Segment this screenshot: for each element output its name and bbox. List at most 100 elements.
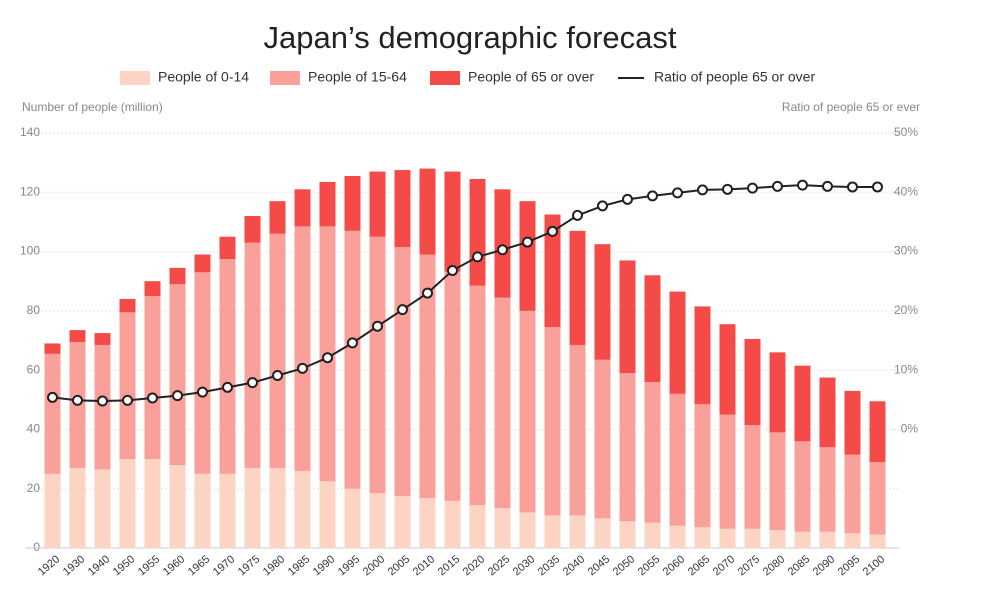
y2-tick-label: 0% [901, 422, 919, 436]
ratio-point [522, 236, 533, 248]
ratio-point [97, 395, 108, 407]
bar-segment [544, 214, 561, 328]
bar-segment [444, 271, 461, 501]
bar-segment [619, 373, 636, 522]
y-axis-label: Number of people (million) [22, 100, 163, 114]
ratio-point [622, 193, 633, 205]
bar-segment [94, 469, 111, 548]
ratio-point [372, 320, 383, 332]
bar-segment [719, 324, 736, 415]
bar-segment [219, 473, 236, 548]
bar-segment [869, 401, 886, 463]
bar-segment [269, 201, 286, 234]
bar-segment [694, 404, 711, 528]
bar-segment [394, 247, 411, 497]
ratio-point [147, 392, 158, 404]
legend-swatch [120, 71, 150, 85]
bar-segment [819, 447, 836, 532]
bar-segment [744, 424, 761, 529]
bar-segment [669, 291, 686, 394]
bar-segment [444, 500, 461, 548]
y-tick-label: 140 [20, 125, 40, 139]
bar-segment [169, 465, 186, 548]
ratio-point [597, 200, 608, 212]
legend-swatch [430, 71, 460, 85]
y-tick-label: 0 [33, 540, 40, 554]
bar-segment [844, 454, 861, 534]
bar-segment [619, 260, 636, 374]
ratio-point [397, 304, 408, 316]
bar-segment [544, 515, 561, 548]
y-tick-label: 120 [20, 184, 40, 198]
bar-segment [469, 178, 486, 286]
bar-segment [219, 258, 236, 474]
ratio-point [822, 180, 833, 192]
chart-title: Japan’s demographic forecast [263, 20, 676, 55]
bar-segment [69, 330, 86, 342]
bar-segment [369, 236, 386, 494]
bar-segment [494, 507, 511, 548]
ratio-point [472, 251, 483, 263]
y2-tick-label: 40% [894, 184, 918, 198]
ratio-point [322, 352, 333, 364]
y2-tick-label: 50% [894, 125, 918, 139]
bar-segment [844, 533, 861, 548]
bar-segment [594, 244, 611, 360]
bar-segment [319, 181, 336, 227]
bar-segment [119, 299, 136, 313]
bar-segment [44, 343, 61, 354]
bar-segment [669, 393, 686, 526]
bar-segment [719, 414, 736, 529]
ratio-point [347, 337, 358, 349]
bar-segment [519, 310, 536, 513]
bar-segment [744, 528, 761, 548]
ratio-point [247, 377, 258, 389]
bar-segment [494, 297, 511, 508]
y2-axis-label: Ratio of people 65 or ever [782, 100, 920, 114]
bar-segment [344, 488, 361, 548]
bar-segment [69, 467, 86, 548]
bar-segment [294, 470, 311, 548]
bar-segment [869, 534, 886, 548]
ratio-point [572, 209, 583, 221]
bar-segment [419, 498, 436, 548]
bar-segment [669, 525, 686, 548]
bar-segment [194, 473, 211, 548]
bar-segment [569, 230, 586, 345]
bar-segment [644, 275, 661, 382]
bar-segment [569, 344, 586, 516]
ratio-point [797, 179, 808, 191]
bar-segment [769, 432, 786, 531]
y2-tick-label: 20% [894, 303, 918, 317]
bar-segment [194, 272, 211, 474]
y2-tick-label: 30% [894, 244, 918, 258]
bar-segment [394, 170, 411, 248]
bar-segment [444, 171, 461, 272]
y-tick-label: 40 [27, 422, 41, 436]
legend-swatch [270, 71, 300, 85]
bar-segment [44, 353, 61, 474]
bar-segment [769, 352, 786, 433]
bar-segment [569, 515, 586, 548]
bar-segment [269, 233, 286, 468]
bar-segment [119, 459, 136, 548]
bar-segment [169, 284, 186, 465]
bar-segment [244, 216, 261, 243]
bar-segment [244, 242, 261, 468]
legend-label: People of 65 or over [468, 69, 594, 85]
ratio-point [272, 369, 283, 381]
bar-segment [744, 339, 761, 425]
bar-segment [719, 528, 736, 548]
bar-segment [469, 285, 486, 506]
ratio-point [697, 184, 708, 196]
bar-segment [144, 281, 161, 297]
bar-segment [819, 377, 836, 448]
bar-segment [544, 327, 561, 516]
bar-segment [44, 473, 61, 548]
bar-segment [294, 189, 311, 227]
bar-segment [694, 306, 711, 405]
bar-segment [394, 496, 411, 548]
y-tick-label: 60 [27, 362, 41, 376]
bar-segment [269, 467, 286, 548]
ratio-point [422, 287, 433, 299]
